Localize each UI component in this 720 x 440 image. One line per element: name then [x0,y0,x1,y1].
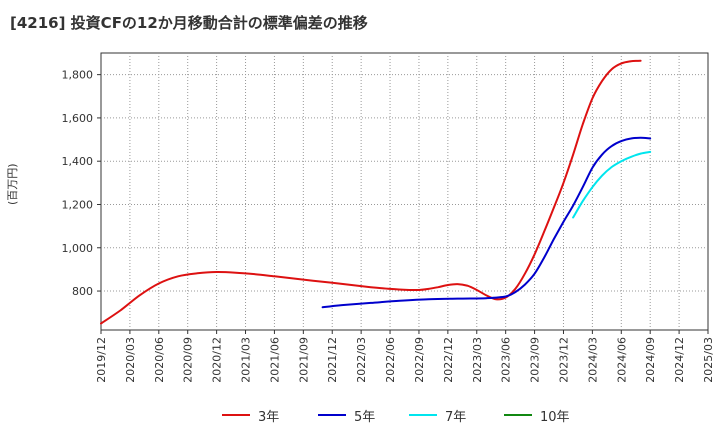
plot-area [100,52,709,331]
x-axis-ticks: 2019/12 2020/03 2020/06 2020/09 2020/12 2021/… [95,330,715,383]
x-tick-label: 2021/09 [297,337,310,383]
y-tick-label: 1,200 [62,198,94,211]
legend-label: 3年 [258,409,280,425]
legend-label: 10年 [540,409,570,425]
x-tick-label: 2020/12 [211,337,224,383]
x-tick-label: 2023/12 [557,337,570,383]
x-tick-label: 2022/03 [355,337,368,383]
legend-swatch [318,414,346,416]
x-tick-label: 2022/12 [442,337,455,383]
x-tick-label: 2024/12 [673,337,686,383]
y-tick-label: 1,000 [62,242,94,255]
legend-item-0: 3年 [222,404,279,426]
chart-title: [4216] 投資CFの12か月移動合計の標準偏差の推移 [10,14,368,32]
x-tick-label: 2023/03 [471,337,484,383]
series-line-0 [100,59,642,325]
legend-item-2: 7年 [409,404,466,426]
x-tick-label: 2021/12 [326,337,339,383]
x-tick-label: 2020/03 [124,337,137,383]
x-tick-label: 2020/06 [153,337,166,383]
x-tick-label: 2022/09 [413,337,426,383]
legend-item-3: 10年 [504,404,570,426]
legend-swatch [222,414,250,416]
x-tick-label: 2024/09 [644,337,657,383]
x-tick-label: 2021/06 [268,337,281,383]
y-axis-ticks: 800 1,000 1,200 1,400 1,600 1,800 [62,69,101,298]
grid-lines [101,53,708,330]
x-tick-label: 2019/12 [95,337,108,383]
x-tick-label: 2023/06 [500,337,513,383]
x-tick-label: 2021/03 [240,337,253,383]
series-line-1 [321,136,652,309]
y-tick-label: 1,400 [62,155,94,168]
x-tick-label: 2023/09 [529,337,542,383]
legend-label: 7年 [445,409,467,425]
legend-swatch [409,414,437,416]
x-tick-label: 2024/06 [615,337,628,383]
series-lines [100,59,652,325]
y-tick-label: 1,800 [62,69,94,82]
series-line-2 [572,150,652,219]
legend-label: 5年 [354,409,376,425]
legend-swatch [504,414,532,416]
x-tick-label: 2020/09 [182,337,195,383]
legend-item-1: 5年 [318,404,375,426]
y-tick-label: 1,600 [62,112,94,125]
x-tick-label: 2024/03 [586,337,599,383]
x-tick-label: 2025/03 [702,337,715,383]
x-tick-label: 2022/06 [384,337,397,383]
legend: 3年 5年 7年 10年 [0,404,720,426]
y-tick-label: 800 [72,285,93,298]
